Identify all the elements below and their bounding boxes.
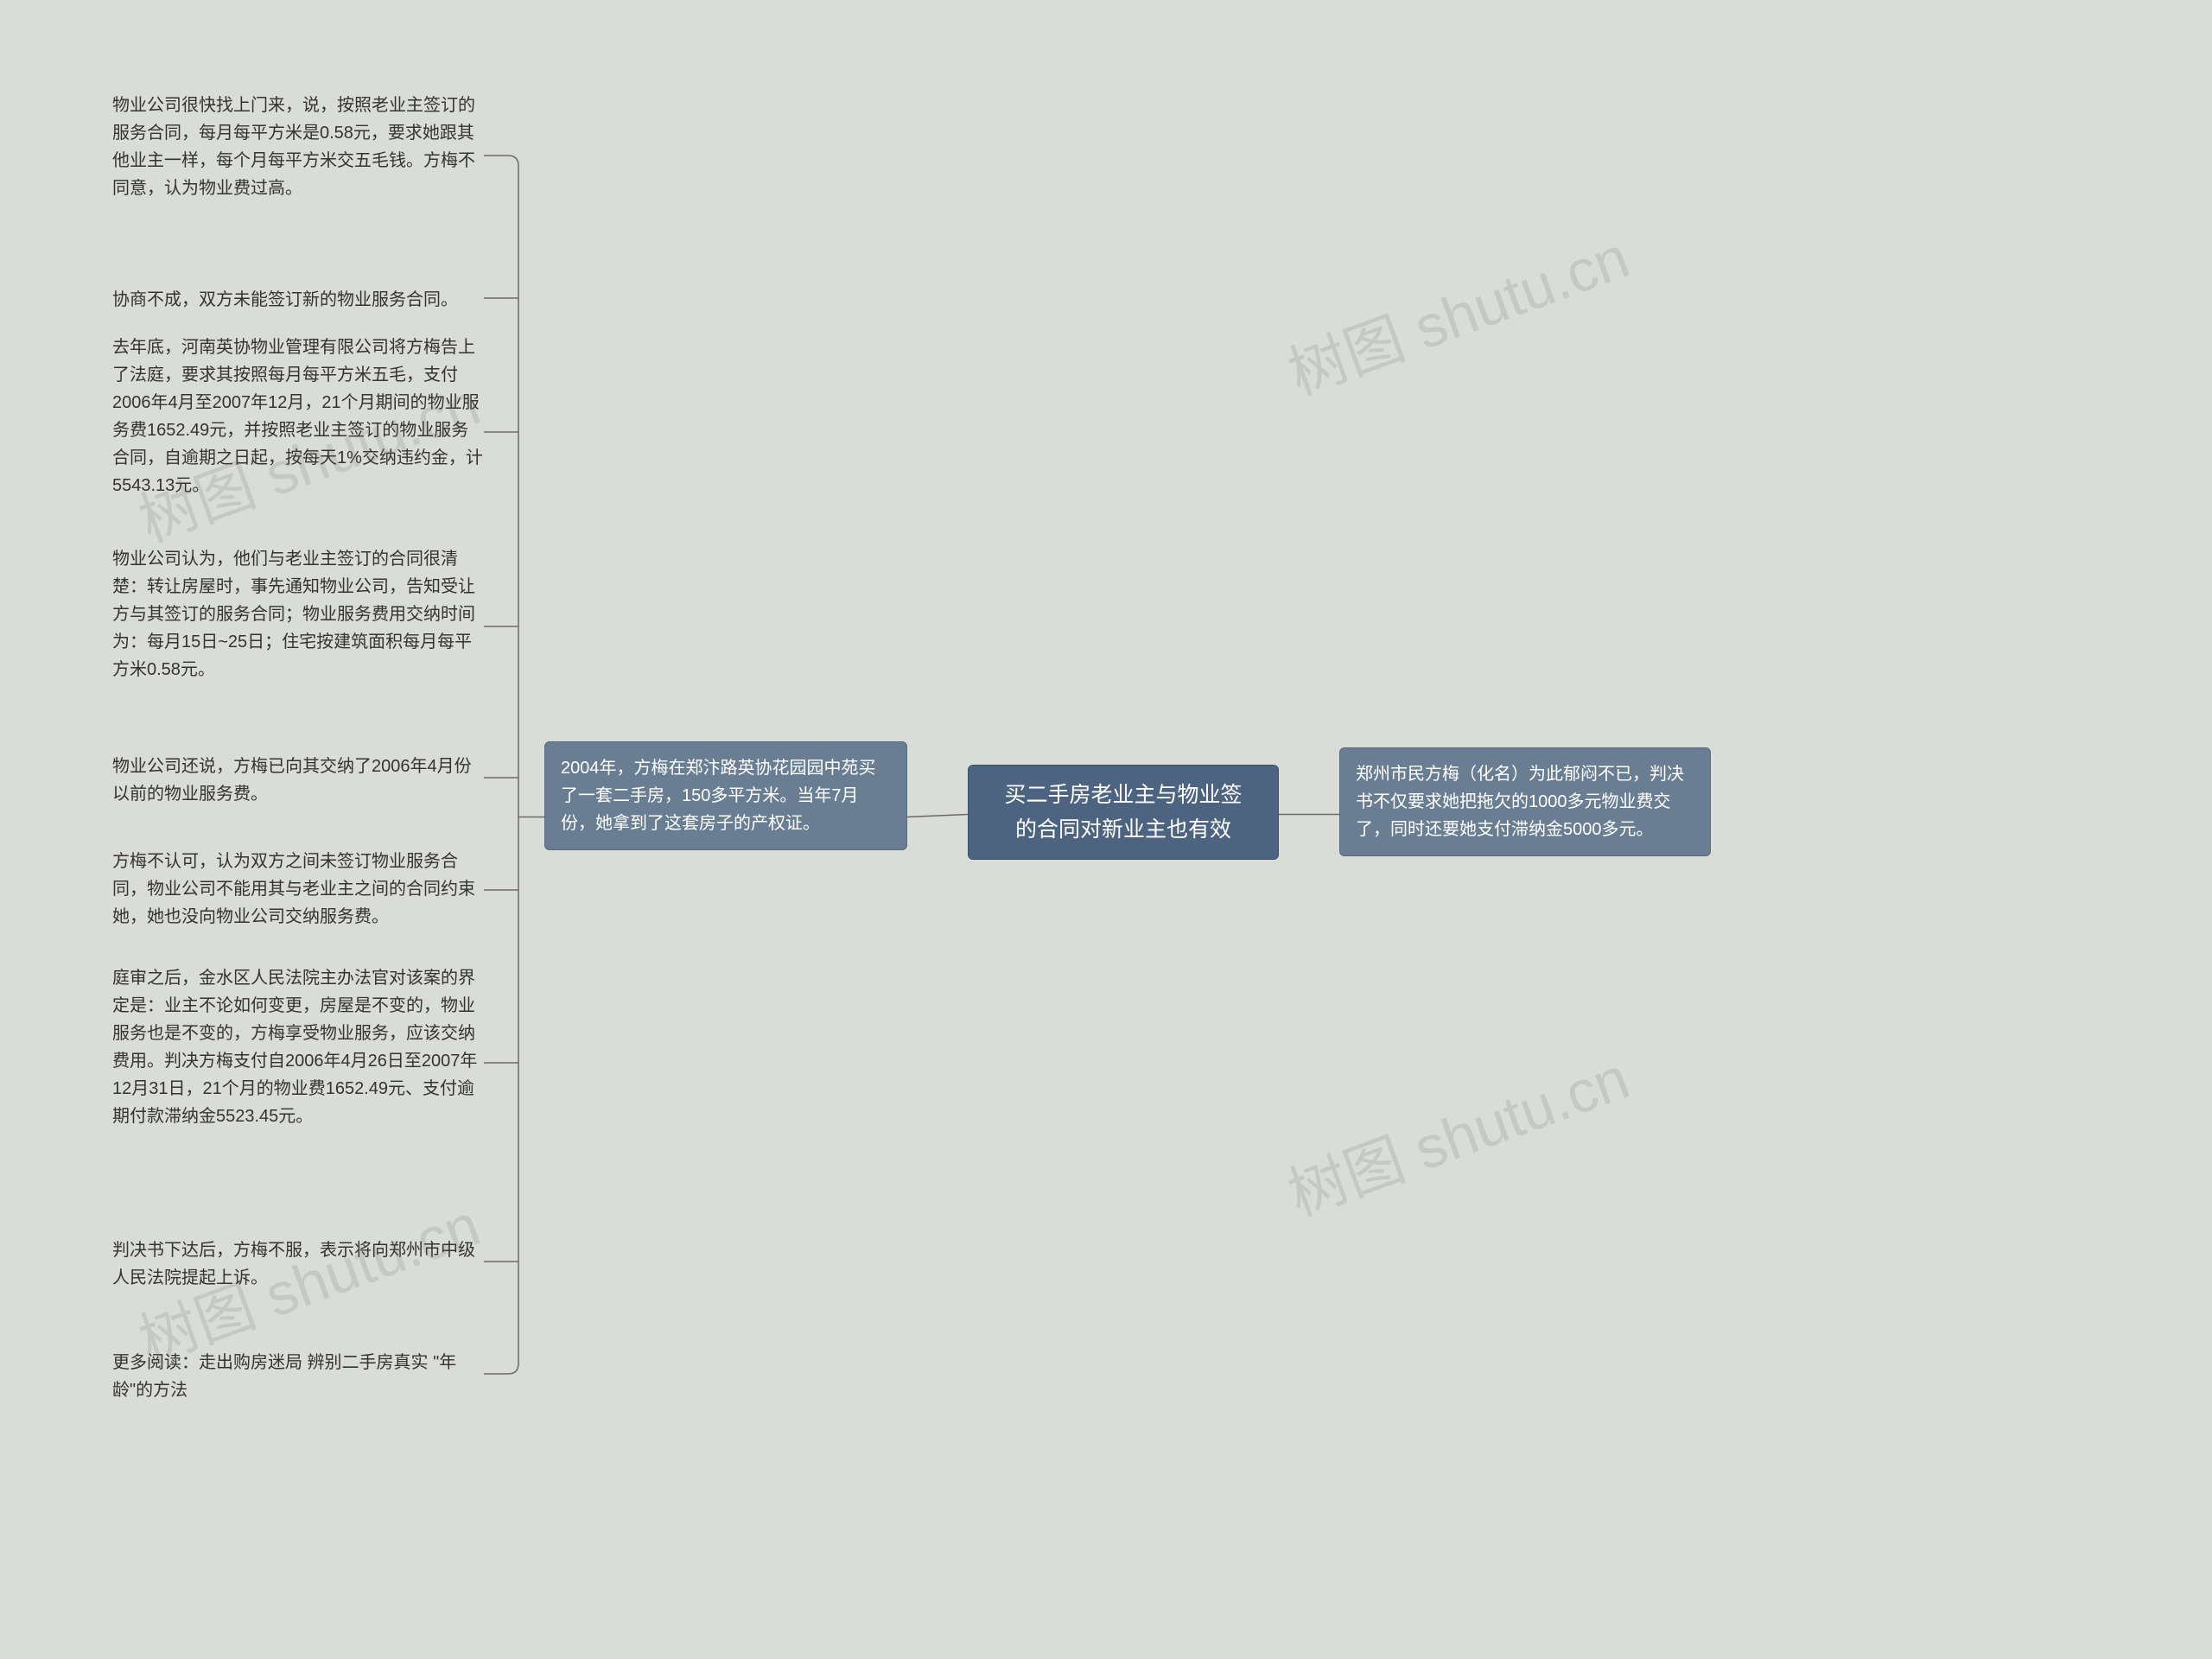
leaf-node: 判决书下达后，方梅不服，表示将向郑州市中级人民法院提起上诉。	[112, 1231, 484, 1297]
leaf-node: 物业公司很快找上门来，说，按照老业主签订的服务合同，每月每平方米是0.58元，要…	[112, 86, 484, 207]
leaf-node: 方梅不认可，认为双方之间未签订物业服务合同，物业公司不能用其与老业主之间的合同约…	[112, 842, 484, 936]
watermark-text: 树图 shutu.cn	[1274, 210, 1638, 412]
leaf-node: 物业公司认为，他们与老业主签订的合同很清楚：转让房屋时，事先通知物业公司，告知受…	[112, 540, 484, 689]
watermark-text: 树图 shutu.cn	[1274, 1031, 1638, 1233]
root-node: 买二手房老业主与物业签 的合同对新业主也有效	[968, 765, 1279, 860]
leaf-node: 庭审之后，金水区人民法院主办法官对该案的界定是：业主不论如何变更，房屋是不变的，…	[112, 959, 484, 1135]
root-line1: 买二手房老业主与物业签	[984, 778, 1262, 812]
right-branch-node: 郑州市民方梅（化名）为此郁闷不已，判决书不仅要求她把拖欠的1000多元物业费交了…	[1339, 747, 1711, 856]
leaf-node: 物业公司还说，方梅已向其交纳了2006年4月份以前的物业服务费。	[112, 747, 484, 813]
root-line2: 的合同对新业主也有效	[984, 812, 1262, 847]
leaf-node: 去年底，河南英协物业管理有限公司将方梅告上了法庭，要求其按照每月每平方米五毛，支…	[112, 328, 484, 505]
leaf-node: 协商不成，双方未能签订新的物业服务合同。	[112, 281, 484, 319]
left-branch-node: 2004年，方梅在郑汴路英协花园园中苑买了一套二手房，150多平方米。当年7月份…	[544, 741, 907, 850]
leaf-node: 更多阅读：走出购房迷局 辨别二手房真实 "年龄"的方法	[112, 1344, 484, 1409]
